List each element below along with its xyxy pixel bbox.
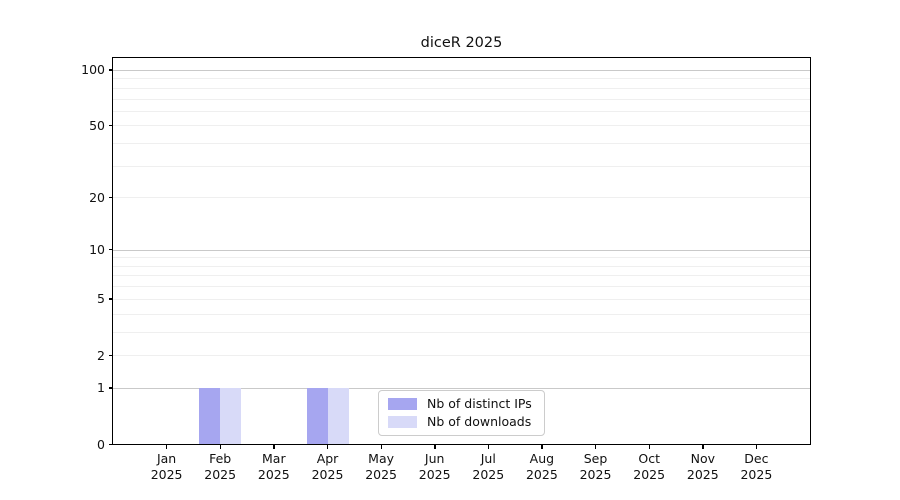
gridline-major [113,387,810,389]
y-tick-mark [108,298,113,300]
gridline-minor [113,87,810,89]
gridline-minor [113,257,810,259]
gridline-major [113,69,810,71]
y-tick-mark [108,387,113,389]
gridline-minor [113,265,810,267]
x-tick-year: 2025 [686,467,719,482]
x-tick-label: Apr 2025 [300,451,356,483]
gridline-minor [113,125,810,127]
plot-area [112,57,811,445]
legend: Nb of distinct IPs Nb of downloads [378,390,545,436]
y-tick-label: 10 [89,242,105,258]
y-tick-mark [108,249,113,251]
legend-swatch-distinct-ips [388,397,417,410]
x-tick-month: Feb [209,451,232,466]
y-tick-label: 5 [97,291,105,307]
x-tick-year: 2025 [525,467,558,482]
gridline-minor [113,275,810,277]
y-tick-mark [108,354,113,356]
y-tick-label: 50 [89,117,105,133]
x-tick-month: Nov [690,451,715,466]
y-tick-label: 100 [81,62,105,78]
bar-downloads-feb [220,387,242,444]
legend-item-downloads: Nb of downloads [388,414,535,429]
bar-downloads-apr [327,387,349,444]
x-tick-label: Jan 2025 [139,451,195,483]
gridline-minor [113,98,810,100]
x-tick-label: Mar 2025 [246,451,302,483]
y-tick-label: 2 [97,347,105,363]
x-tick-month: Mar [262,451,286,466]
x-tick-mark [702,444,704,449]
y-tick-label: 0 [97,436,105,452]
x-tick-month: Dec [744,451,769,466]
legend-item-distinct-ips: Nb of distinct IPs [388,396,535,411]
y-tick-mark [108,443,113,445]
gridline-minor [113,355,810,356]
y-tick-label: 1 [97,380,105,396]
x-tick-mark [755,444,758,449]
x-tick-year: 2025 [311,467,344,482]
x-tick-mark [273,444,275,449]
gridline-minor [113,313,810,315]
x-tick-month: Sep [583,451,608,466]
x-tick-mark [327,444,329,449]
x-tick-label: Sep 2025 [568,451,624,483]
x-tick-label: Nov 2025 [675,451,731,483]
x-tick-mark [380,444,382,449]
y-tick-label: 20 [89,189,105,205]
x-tick-mark [541,444,543,449]
gridline-minor [113,298,810,300]
x-tick-label: Oct 2025 [621,451,677,483]
x-tick-year: 2025 [257,467,290,482]
x-tick-label: Jun 2025 [407,451,463,483]
gridline-minor [113,143,810,144]
x-tick-year: 2025 [418,467,451,482]
x-tick-year: 2025 [150,467,183,482]
x-tick-label: Dec 2025 [728,451,784,483]
y-tick-mark [108,69,113,71]
gridline-minor [113,110,810,112]
x-tick-label: May 2025 [353,451,409,483]
x-tick-year: 2025 [204,467,237,482]
bar-distinct-ips-feb [199,387,221,444]
y-tick-mark [108,196,113,199]
y-tick-mark [108,124,113,127]
gridline-minor [113,286,810,288]
x-tick-label: Feb 2025 [192,451,248,483]
x-tick-month: Oct [638,451,660,466]
x-tick-mark [219,444,222,449]
legend-label-distinct-ips: Nb of distinct IPs [427,396,532,411]
x-tick-year: 2025 [579,467,612,482]
x-tick-mark [487,444,490,449]
x-tick-month: May [368,451,395,466]
gridline-minor [113,197,810,199]
chart-title: diceR 2025 [420,35,503,51]
plot-frame [112,57,811,445]
x-tick-year: 2025 [472,467,505,482]
x-tick-month: Aug [529,451,555,466]
legend-label-downloads: Nb of downloads [427,414,532,429]
x-tick-month: Jun [424,451,445,466]
x-tick-year: 2025 [633,467,666,482]
gridline-minor [113,78,810,80]
gridline-minor [113,331,810,333]
x-tick-mark [648,444,651,449]
x-tick-mark [166,444,168,449]
x-tick-label: Aug 2025 [514,451,570,483]
gridline-minor [113,165,810,167]
bar-distinct-ips-apr [306,387,328,444]
gridline-major [113,249,810,251]
x-tick-year: 2025 [740,467,773,482]
x-tick-label: Jul 2025 [460,451,516,483]
x-tick-month: Jul [480,451,496,466]
x-tick-month: Jan [156,451,177,466]
x-tick-mark [434,444,436,449]
x-tick-mark [595,444,597,449]
legend-swatch-downloads [388,415,417,428]
x-tick-year: 2025 [365,467,397,482]
x-tick-month: Apr [316,451,339,466]
